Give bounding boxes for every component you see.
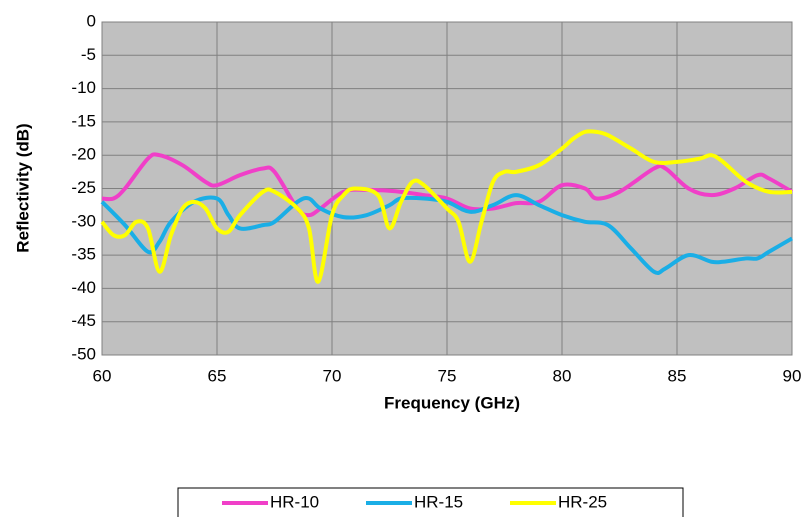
series-line [100,129,793,284]
y-tick-label: -50 [71,344,96,363]
y-tick-label: -20 [71,145,96,164]
legend-label: HR-10 [270,492,319,511]
series-line [100,193,794,276]
x-tick-label: 80 [553,366,572,385]
y-tick-label: -30 [71,211,96,230]
y-tick-label: -10 [71,78,96,97]
x-tick-label: 60 [93,366,112,385]
y-tick-label: -5 [81,45,96,64]
y-tick-label: -40 [71,278,96,297]
x-tick-label: 85 [668,366,687,385]
x-axis-title: Frequency (GHz) [384,393,520,412]
legend-label: HR-15 [414,492,463,511]
x-tick-label: 90 [783,366,802,385]
y-tick-label: 0 [87,11,96,30]
y-tick-label: -25 [71,178,96,197]
series-line [101,152,794,218]
y-axis-title: Reflectivity (dB) [13,123,32,252]
x-tick-label: 70 [323,366,342,385]
y-tick-label: -45 [71,311,96,330]
y-tick-label: -15 [71,111,96,130]
legend-label: HR-25 [558,492,607,511]
x-tick-label: 65 [208,366,227,385]
x-tick-label: 75 [438,366,457,385]
y-tick-label: -35 [71,245,96,264]
